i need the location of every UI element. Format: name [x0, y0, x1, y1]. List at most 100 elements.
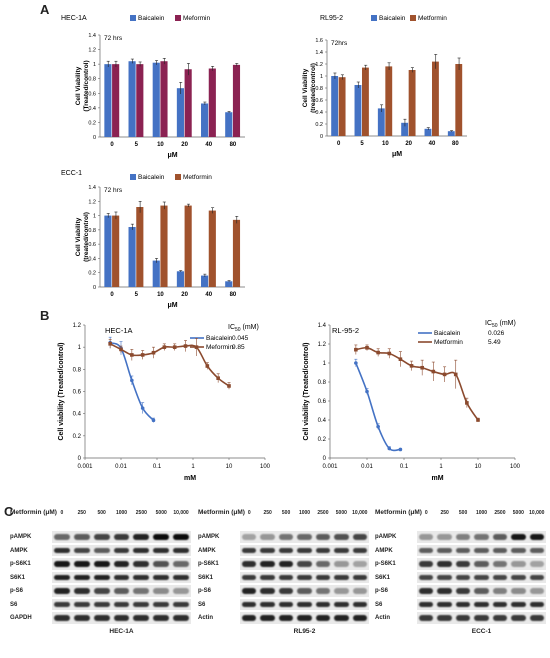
- ic50-value: 0.045: [232, 335, 249, 342]
- data-point: [376, 350, 380, 355]
- y-tick-label: 0: [78, 456, 82, 462]
- blot-band: [153, 561, 170, 567]
- blot-row-label: p-S6: [10, 588, 24, 594]
- legend-swatch: [371, 15, 377, 21]
- blot-band: [93, 588, 110, 594]
- blot-band: [113, 574, 130, 580]
- blot-row-label: S6K1: [10, 574, 26, 581]
- x-axis-label: μM: [167, 302, 177, 309]
- blot-band: [511, 534, 526, 540]
- legend-label: Baicalein: [206, 335, 233, 342]
- blot-band: [492, 588, 508, 594]
- blot-band: [113, 534, 130, 540]
- y-tick-label: 1.2: [88, 48, 96, 54]
- blot-band: [437, 534, 452, 540]
- blot-strip: [240, 544, 369, 556]
- blot-band: [352, 615, 367, 621]
- x-tick-label: 5: [360, 141, 364, 147]
- y-tick-label: 0.6: [318, 399, 327, 405]
- bar: [408, 70, 416, 136]
- y-tick-label: 0: [320, 134, 323, 140]
- x-tick-label: 0: [110, 292, 114, 298]
- blot-strip: [52, 544, 191, 556]
- bar: [401, 122, 409, 136]
- blot-strip: [240, 612, 369, 624]
- ic50-header: IC50 (mM): [228, 324, 259, 333]
- y-tick-label: 0.2: [315, 122, 323, 128]
- blot-dose-label: 2500: [135, 510, 147, 516]
- bar: [160, 61, 168, 137]
- blot-band: [352, 601, 367, 607]
- bar: [104, 64, 112, 137]
- x-tick-label: 1: [191, 464, 195, 470]
- blot-band: [173, 615, 189, 621]
- blot-dose-label: 500: [281, 510, 291, 516]
- legend-label: Baicalein: [434, 330, 461, 337]
- blot-band: [133, 574, 150, 580]
- bar: [184, 205, 192, 287]
- y-axis-label: Cell Viability(treated/control): [75, 212, 90, 262]
- blot-row-label: GAPDH: [10, 615, 32, 621]
- blot-band: [113, 588, 130, 594]
- y-tick-label: 1.4: [315, 50, 323, 56]
- blot-band: [113, 615, 130, 621]
- blot-dose-label: 2500: [317, 510, 329, 516]
- blot-strip: [417, 571, 546, 583]
- blot-band: [260, 601, 275, 607]
- blot-row-label: p-S6: [198, 588, 212, 594]
- blot-band: [242, 547, 257, 553]
- data-point: [216, 376, 220, 380]
- blot-band: [73, 574, 90, 580]
- blot-strip: [240, 585, 369, 597]
- bar: [225, 112, 233, 137]
- blot-band: [242, 574, 257, 580]
- y-tick-label: 0.2: [318, 437, 327, 443]
- data-point: [476, 418, 480, 422]
- blot-band: [474, 547, 489, 553]
- blot-row-label: S6: [198, 601, 206, 608]
- series-line: [355, 362, 401, 452]
- bar-chart-ecc1: ECC-1 72 hrs 0 0.2 0.4 0.6 0.8 1 1.2 1.4 0 5 10 20 40 8…: [61, 170, 245, 309]
- blot-band: [278, 561, 294, 567]
- x-tick-label: 0.001: [77, 464, 93, 470]
- blot-band: [54, 574, 70, 580]
- y-axis-label: Cell viability (Treated/control): [58, 342, 65, 440]
- legend-label: Metformin: [418, 15, 447, 22]
- blot-band: [54, 588, 70, 594]
- blot-band: [511, 547, 526, 553]
- blot-band: [153, 615, 170, 621]
- bar: [447, 131, 455, 136]
- x-tick-label: 5: [135, 292, 139, 298]
- chart-title: HEC-1A: [105, 326, 133, 335]
- y-tick-label: 0.8: [73, 367, 82, 373]
- blot-band: [511, 574, 526, 580]
- bar-chart-hec1a: HEC-1A 72 hrs 0 0.2 0.4 0.6 0.8 1 1.2 1.4 0 5 10 20 40…: [61, 15, 245, 159]
- blot-dose-label: 5000: [512, 510, 524, 516]
- blot-band: [455, 534, 471, 540]
- blot-band: [419, 588, 434, 594]
- blot-band: [173, 561, 189, 567]
- blot-band: [93, 601, 110, 607]
- blot-row-label: Actin: [198, 615, 213, 621]
- chart-title: ECC-1: [61, 170, 82, 177]
- legend-label: Metformin: [183, 174, 212, 181]
- panel-letter-c: C: [4, 504, 14, 519]
- bar: [176, 88, 184, 137]
- line-chart-rl952: RL-95-2 0 0.2 0.4 0.6 0.8 1 1.2 1.4 0.001 0.01 0.1 1…: [303, 320, 521, 482]
- blot-band: [529, 588, 544, 594]
- blot-band: [113, 547, 130, 553]
- legend-label: Baicalein: [379, 15, 406, 22]
- bar: [424, 128, 432, 136]
- blot-band: [173, 574, 189, 580]
- data-point: [172, 345, 177, 349]
- blot-band: [54, 601, 70, 607]
- blot-band: [334, 588, 349, 594]
- blot-band: [529, 561, 544, 567]
- blot-band: [260, 588, 275, 594]
- data-point: [420, 365, 424, 370]
- blot-row-label: p-S6: [375, 588, 389, 594]
- blot-band: [54, 547, 70, 553]
- x-tick-label: 20: [181, 142, 188, 148]
- blot-dose-label: 1000: [115, 510, 128, 516]
- bar: [128, 61, 136, 137]
